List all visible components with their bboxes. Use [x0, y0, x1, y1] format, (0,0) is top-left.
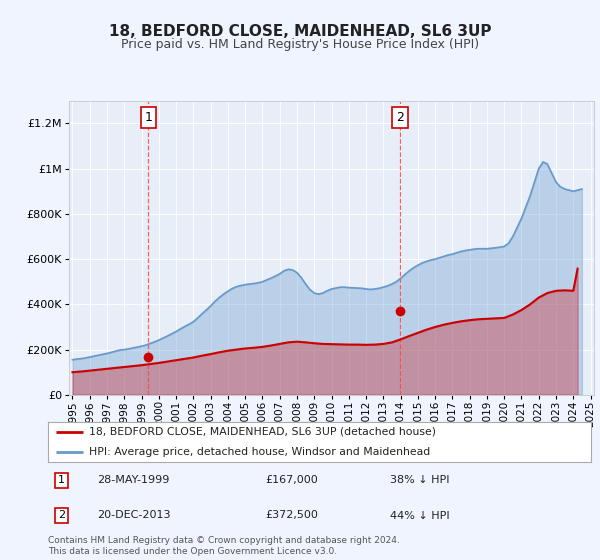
Text: 44% ↓ HPI: 44% ↓ HPI [390, 511, 450, 520]
Text: 18, BEDFORD CLOSE, MAIDENHEAD, SL6 3UP: 18, BEDFORD CLOSE, MAIDENHEAD, SL6 3UP [109, 24, 491, 39]
Text: 1: 1 [58, 475, 65, 486]
Text: Price paid vs. HM Land Registry's House Price Index (HPI): Price paid vs. HM Land Registry's House … [121, 38, 479, 51]
Text: 2: 2 [396, 111, 404, 124]
Text: £167,000: £167,000 [265, 475, 318, 486]
Text: £372,500: £372,500 [265, 511, 318, 520]
Text: 38% ↓ HPI: 38% ↓ HPI [390, 475, 449, 486]
Text: 1: 1 [145, 111, 152, 124]
Text: HPI: Average price, detached house, Windsor and Maidenhead: HPI: Average price, detached house, Wind… [89, 447, 430, 457]
Text: 28-MAY-1999: 28-MAY-1999 [97, 475, 169, 486]
Text: 2: 2 [58, 511, 65, 520]
Text: 18, BEDFORD CLOSE, MAIDENHEAD, SL6 3UP (detached house): 18, BEDFORD CLOSE, MAIDENHEAD, SL6 3UP (… [89, 427, 436, 437]
Text: 20-DEC-2013: 20-DEC-2013 [97, 511, 170, 520]
Text: Contains HM Land Registry data © Crown copyright and database right 2024.
This d: Contains HM Land Registry data © Crown c… [48, 536, 400, 556]
